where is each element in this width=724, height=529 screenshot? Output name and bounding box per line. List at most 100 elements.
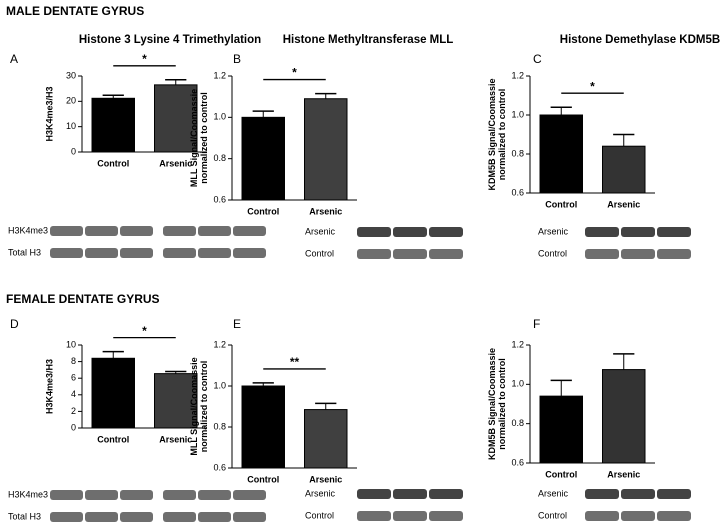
y-tick-label: 0.8 [511,148,524,158]
y-tick-label: 1.2 [511,339,524,349]
blot-band [585,249,619,259]
blot-band [621,227,655,237]
blot-band [657,489,691,499]
blot-band [585,489,619,499]
x-tick-label: Arsenic [309,474,342,484]
blot-band [393,489,427,499]
panel-letter: D [10,317,19,331]
y-axis-label: MLL Signal/Coomassienormalized to contro… [189,357,209,455]
bar [241,385,285,469]
blot-band [233,512,266,522]
blot-band [198,248,231,258]
blot-band [585,227,619,237]
y-axis-label: H3K4me3/H3 [44,86,54,141]
significance-label: ** [290,355,300,369]
blot-label: Total H3 [8,247,41,257]
bar [241,116,285,201]
x-tick-label: Control [545,469,577,479]
y-tick-label: 0.6 [511,457,524,467]
bar [304,409,348,469]
bar [91,357,135,429]
x-tick-label: Control [545,199,577,209]
x-tick-label: Arsenic [607,469,640,479]
blot-band [429,227,463,237]
bar [602,369,646,464]
blot-band [429,511,463,521]
blot-label: Arsenic [538,226,569,236]
y-tick-label: 2 [71,406,76,416]
y-tick-label: 30 [66,70,76,80]
blot-band [163,248,196,258]
section-heading: FEMALE DENTATE GYRUS [6,292,160,306]
blot-label: Control [305,510,334,520]
panel-letter: E [233,317,241,331]
x-tick-label: Arsenic [159,434,192,444]
blot-label: Control [538,510,567,520]
y-tick-label: 0 [71,422,76,432]
bar [304,98,348,201]
blot-band [120,512,153,522]
blot-band [163,490,196,500]
bar [539,114,583,194]
y-tick-label: 1.2 [213,70,226,80]
blot-band [393,511,427,521]
blot-band [50,248,83,258]
y-tick-label: 6 [71,373,76,383]
y-axis-label: KDM5B Signal/Coomassienormalized to cont… [487,78,507,190]
blot-band [621,249,655,259]
blot-band [85,248,118,258]
y-tick-label: 0.8 [511,418,524,428]
x-tick-label: Control [247,206,279,216]
blot-band [585,511,619,521]
blot-band [621,511,655,521]
blot-band [429,489,463,499]
significance-label: * [142,52,147,66]
blot-band [357,227,391,237]
chart-title: Histone 3 Lysine 4 Trimethylation [79,34,261,46]
blot-band [657,249,691,259]
bar [154,84,198,153]
chart-title: Histone Demethylase KDM5B [560,34,720,46]
blot-label: H3K4me3 [8,489,48,499]
blot-band [357,249,391,259]
blot-band [85,512,118,522]
bar [602,145,646,194]
y-tick-label: 0 [71,146,76,156]
y-tick-label: 0.8 [213,153,226,163]
y-tick-label: 1.0 [511,379,524,389]
x-tick-label: Control [247,474,279,484]
y-tick-label: 0.8 [213,421,226,431]
x-tick-label: Arsenic [607,199,640,209]
y-tick-label: 4 [71,389,76,399]
panel-letter: F [533,317,540,331]
y-tick-label: 0.6 [511,187,524,197]
y-tick-label: 0.6 [213,462,226,472]
y-tick-label: 10 [66,121,76,131]
blot-band [198,490,231,500]
y-tick-label: 1.0 [511,109,524,119]
y-tick-label: 1.0 [213,380,226,390]
bar [154,373,198,429]
section-heading: MALE DENTATE GYRUS [6,4,144,18]
blot-band [198,512,231,522]
panel-letter: A [10,52,18,66]
blot-band [233,248,266,258]
blot-band [233,490,266,500]
blot-band [50,490,83,500]
significance-label: * [590,79,595,93]
blot-band [621,489,655,499]
y-tick-label: 1.0 [213,112,226,122]
blot-band [120,248,153,258]
blot-label: Arsenic [538,488,569,498]
y-tick-label: 10 [66,339,76,349]
y-axis-label: MLL Signal/Coomassienormalized to contro… [189,89,209,187]
blot-band [85,226,118,236]
blot-label: H3K4me3 [8,225,48,235]
x-tick-label: Arsenic [159,158,192,168]
blot-label: Control [305,248,334,258]
x-tick-label: Control [97,434,129,444]
blot-band [429,249,463,259]
blot-band [657,511,691,521]
y-tick-label: 0.6 [213,194,226,204]
